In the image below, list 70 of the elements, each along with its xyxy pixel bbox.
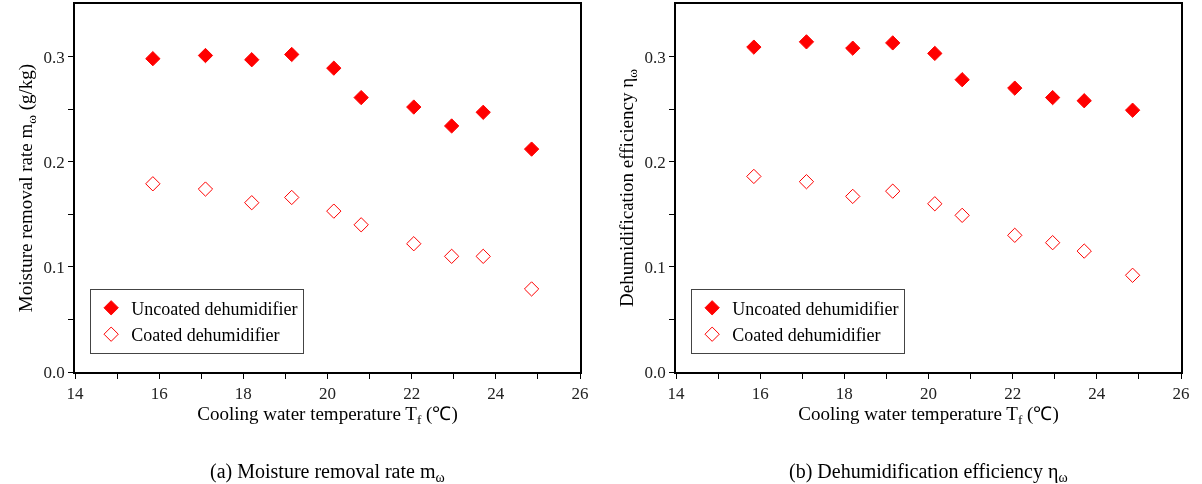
point: [326, 203, 342, 219]
point: [444, 248, 460, 264]
point: [845, 40, 861, 56]
point: [1124, 102, 1141, 118]
point: [1007, 227, 1023, 243]
point: [746, 39, 762, 55]
point: [927, 196, 943, 212]
text: (a) Moisture removal rate m$_{ω}$: [210, 460, 445, 484]
y-tick-label: 0.2: [43, 152, 65, 172]
x-tick-label: 22: [403, 384, 421, 404]
x-tick-label: 14: [66, 384, 84, 404]
point: [885, 183, 901, 199]
y-tick-label: 0.1: [644, 257, 666, 277]
point: [1007, 80, 1023, 96]
point: [523, 281, 540, 297]
x-tick-label: 20: [319, 384, 336, 404]
x-tick-label: 16: [150, 384, 168, 404]
y-tick-label: 0.1: [43, 257, 65, 277]
x-tick-label: 26: [1172, 384, 1190, 404]
point: [444, 118, 460, 134]
point: [845, 188, 861, 205]
x-tick-label: 18: [234, 384, 252, 404]
point: [1076, 243, 1092, 259]
y-tick-label: 0.0: [644, 362, 666, 382]
legend-label: Coated dehumidifier: [732, 325, 881, 346]
point: [798, 34, 815, 50]
x-axis-title: Cooling water temperature T$_{f}$ (℃): [197, 403, 458, 428]
point: [1045, 89, 1061, 106]
point: [954, 72, 970, 88]
point: [885, 35, 901, 51]
x-tick-label: 20: [920, 384, 937, 404]
y-tick-label: 0.0: [43, 362, 65, 382]
x-tick-label: 26: [571, 384, 589, 404]
point: [406, 236, 422, 252]
y-tick-label: 0.3: [43, 47, 65, 67]
point: [406, 99, 422, 115]
point: [475, 104, 491, 120]
x-tick-label: 22: [1004, 384, 1022, 404]
point: [197, 47, 214, 64]
point: [284, 46, 300, 63]
x-tick-label: 24: [1088, 384, 1106, 404]
x-tick-label: 18: [835, 384, 853, 404]
point: [326, 60, 342, 76]
point: [798, 174, 815, 190]
point: [523, 141, 540, 157]
point: [1076, 93, 1092, 109]
legend-label: Uncoated dehumidifier: [131, 298, 298, 319]
x-tick-label: 16: [751, 384, 769, 404]
point: [244, 52, 260, 68]
point: [927, 45, 943, 62]
y-tick-label: 0.2: [644, 152, 666, 172]
point: [746, 168, 762, 185]
text: (b) Dehumidification efficiency η$_{ω}$: [789, 460, 1068, 484]
point: [353, 217, 369, 233]
point: [197, 181, 214, 197]
legend-label: Uncoated dehumidifier: [732, 298, 899, 319]
point: [954, 207, 970, 223]
point: [353, 89, 369, 106]
point: [244, 195, 260, 211]
x-tick-label: 14: [667, 384, 685, 404]
point: [1124, 267, 1141, 283]
legend-label: Coated dehumidifier: [131, 325, 280, 346]
x-tick-label: 24: [487, 384, 505, 404]
point: [145, 176, 161, 192]
point: [1045, 235, 1061, 251]
x-axis-title: Cooling water temperature T$_{f}$ (℃): [798, 403, 1059, 428]
point: [284, 189, 300, 206]
y-tick-label: 0.3: [644, 47, 666, 67]
point: [145, 51, 161, 67]
point: [475, 248, 491, 264]
